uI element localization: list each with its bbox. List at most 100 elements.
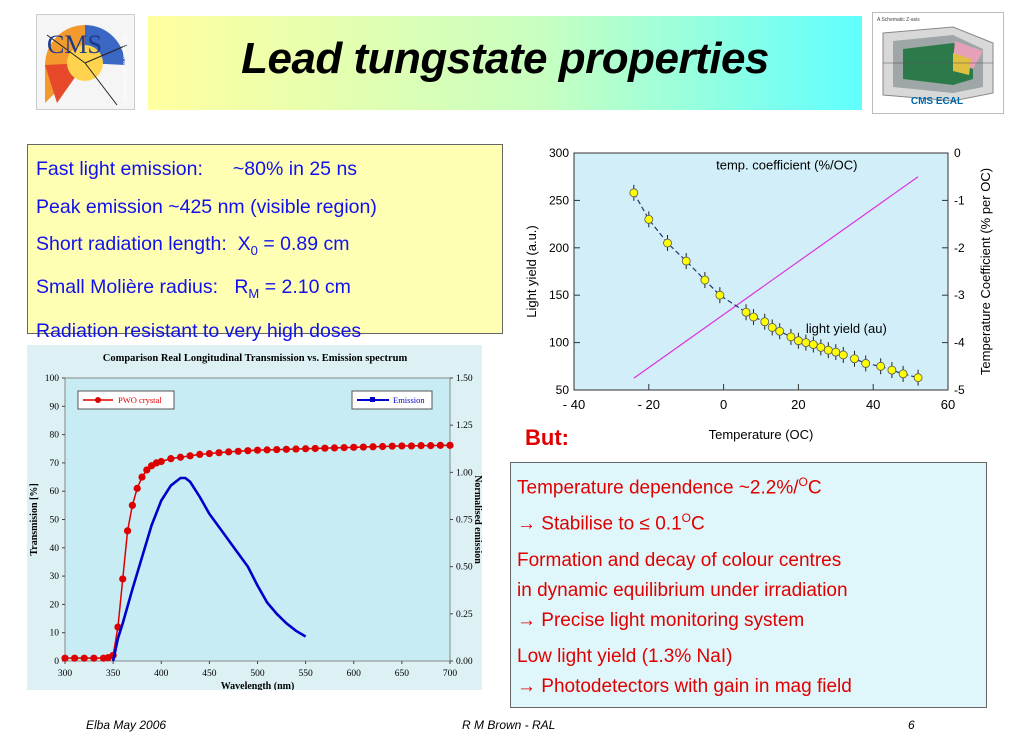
y2-tick-label: -4 [954, 336, 965, 350]
data-point-light-yield [831, 347, 841, 357]
data-point-pwo [302, 445, 310, 453]
data-point-pwo [143, 466, 151, 474]
data-point-pwo [436, 441, 444, 449]
y-axis-label: Light yield (a.u.) [524, 225, 539, 318]
series-line-temp-coefficient [633, 176, 919, 379]
y2-tick-label: 1.25 [456, 421, 473, 431]
x-tick-label: - 40 [563, 397, 585, 412]
property-label: Fast light emission: [36, 158, 203, 180]
arrow-icon: → [517, 675, 536, 697]
data-point-pwo [446, 441, 454, 449]
data-point-light-yield [767, 323, 777, 332]
degree-sup: O [681, 511, 691, 526]
data-point-light-yield [913, 373, 923, 383]
property-radiation-length: Short radiation length: X0 = 0.89 cm [36, 226, 494, 269]
property-radiation-resistant: Radiation resistant to very high doses [36, 313, 494, 351]
caveat-photodetectors: → Photodetectors with gain in mag field [517, 672, 980, 702]
property-label: Short radiation length: [36, 233, 227, 255]
caveat-temperature: Temperature dependence ~2.2%/OC [517, 467, 980, 503]
x-tick-label: 350 [106, 669, 121, 679]
y-tick-label: 40 [50, 544, 60, 554]
cms-logo-side-text: Compact Muon Solenoid [121, 35, 127, 101]
y-tick-label: 60 [50, 487, 60, 497]
caveat-colour-centres: Formation and decay of colour centres [517, 549, 842, 571]
data-point-pwo [417, 442, 425, 450]
cms-logo: CMS Compact Muon Solenoid [36, 14, 135, 110]
property-subscript: 0 [250, 242, 258, 258]
x-tick-label: 700 [443, 669, 458, 679]
data-point-pwo [128, 501, 136, 509]
data-point-pwo [253, 446, 262, 454]
property-label: Small Molière radius: [36, 276, 219, 299]
data-point-pwo [123, 527, 132, 535]
data-point-light-yield [629, 188, 639, 198]
y-tick-label: 100 [45, 374, 60, 384]
data-point-light-yield [681, 256, 691, 266]
y-tick-label: 150 [549, 288, 569, 302]
data-point-pwo [330, 444, 339, 452]
y2-axis-label: Normalised emission [472, 475, 482, 564]
data-point-light-yield [876, 361, 886, 371]
data-point-light-yield [741, 307, 751, 317]
data-point-pwo [176, 453, 185, 461]
data-point-light-yield [749, 312, 758, 322]
data-point-pwo [379, 442, 387, 451]
data-point-pwo [61, 654, 69, 662]
data-point-pwo [398, 442, 406, 450]
legend-emission [351, 390, 433, 410]
y-tick-label: 100 [549, 336, 569, 350]
property-value: = 0.89 cm [263, 233, 350, 255]
property-moliere-radius: Small Molière radius: RM = 2.10 cm [36, 269, 494, 312]
plot-area [573, 152, 949, 391]
y-tick-label: 200 [549, 241, 569, 255]
y-tick-label: 250 [549, 193, 569, 207]
series-line-emission [111, 476, 307, 662]
data-point-pwo [350, 443, 358, 451]
caveat-text: C [807, 477, 822, 499]
y-tick-label: 0 [54, 657, 59, 667]
data-point-pwo [369, 443, 377, 451]
caveat-text: Temperature dependence ~2.2%/ [517, 477, 799, 499]
x-tick-label: 600 [347, 669, 362, 679]
data-point-pwo [215, 449, 223, 457]
data-point-pwo [205, 449, 213, 458]
degree-sup: O [798, 475, 808, 489]
data-point-pwo [388, 442, 396, 450]
x-tick-label: 0 [720, 397, 727, 412]
data-point-light-yield [887, 365, 897, 375]
data-point-pwo [273, 445, 281, 454]
data-point-light-yield [644, 214, 654, 224]
data-point-pwo [427, 442, 435, 450]
y2-tick-label: -5 [954, 383, 965, 397]
y2-tick-label: -1 [954, 193, 965, 207]
y-tick-label: 90 [50, 402, 60, 412]
data-point-light-yield [760, 317, 770, 327]
data-point-pwo [71, 654, 79, 662]
footer-center: R M Brown - RAL [462, 718, 556, 732]
ecal-caption: CMS ECAL [910, 96, 964, 107]
data-point-pwo [244, 447, 252, 455]
data-point-light-yield [850, 354, 859, 364]
page-title: Lead tungstate properties [241, 34, 769, 83]
y2-tick-label: -3 [954, 288, 965, 302]
properties-box: Fast light emission: ~80% in 25 ns Peak e… [27, 144, 503, 342]
data-point-light-yield [816, 342, 826, 352]
title-banner [148, 16, 862, 110]
x-tick-label: 650 [395, 669, 410, 679]
caveat-text: C [691, 513, 705, 535]
property-value: ~80% in 25 ns [232, 158, 358, 180]
y-tick-label: 10 [50, 629, 60, 639]
transmission-chart: Comparison Real Longitudinal Transmissio… [27, 345, 483, 692]
y2-axis-label: Temperature Coefficient (% per OC) [978, 168, 993, 375]
y-tick-label: 70 [50, 459, 60, 469]
legend-pwo [77, 390, 175, 410]
x-axis-label: Wavelength (nm) [221, 681, 295, 690]
caveat-stabilise: → Stabilise to ≤ 0.1OC [517, 503, 980, 539]
data-point-light-yield [801, 338, 811, 348]
caveat-equilibrium: in dynamic equilibrium under irradiation [517, 579, 848, 601]
legend-emission-label: Emission [393, 395, 425, 405]
caveat-text: Precise light monitoring system [541, 609, 805, 631]
data-point-pwo [80, 654, 88, 662]
caveat-text: Stabilise to [541, 513, 640, 535]
y-tick-label: 30 [50, 572, 60, 582]
